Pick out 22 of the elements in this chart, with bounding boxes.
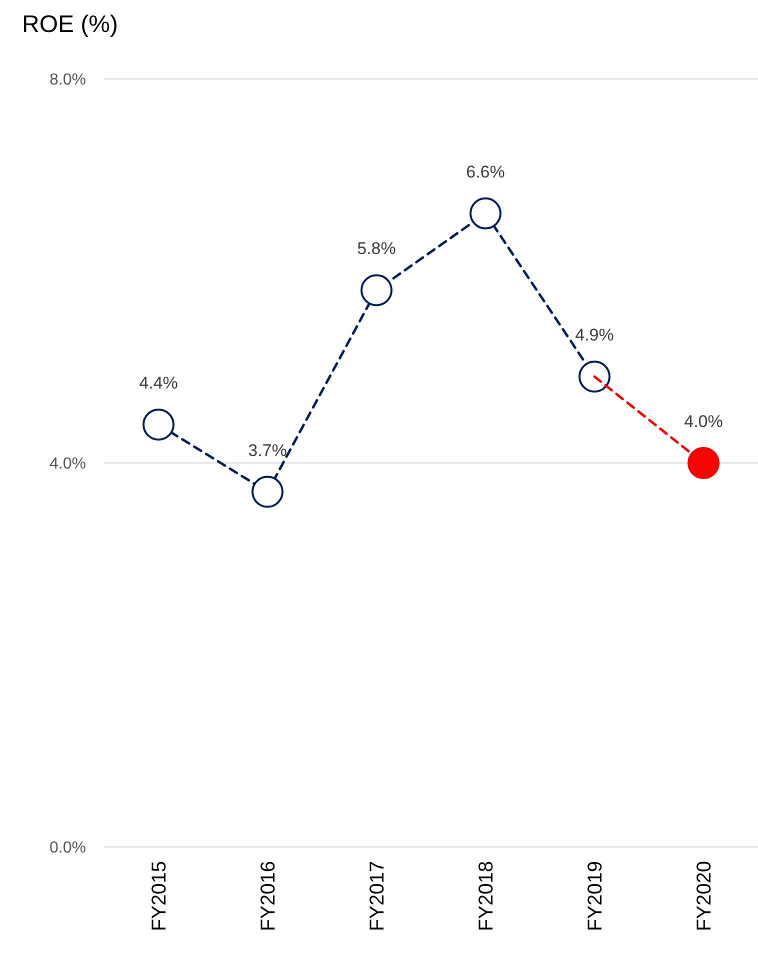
x-tick-label: FY2017 bbox=[366, 861, 388, 932]
x-tick-label: FY2019 bbox=[584, 861, 606, 932]
point bbox=[578, 360, 610, 393]
x-tick-label: FY2020 bbox=[694, 861, 716, 932]
y-tick-label: 8.0% bbox=[50, 72, 86, 89]
point bbox=[142, 408, 174, 441]
x-tick-label: FY2016 bbox=[258, 861, 280, 932]
data-label: 4.4% bbox=[139, 374, 178, 393]
y-tick-label: 4.0% bbox=[50, 456, 86, 473]
point bbox=[360, 274, 392, 306]
y-tick-label: 0.0% bbox=[50, 840, 86, 857]
point bbox=[470, 197, 502, 230]
data-label: 3.7% bbox=[248, 440, 287, 460]
data-label: 4.9% bbox=[575, 326, 614, 345]
y-axis-title: ROE (%) bbox=[22, 11, 118, 38]
x-tick-label: FY2018 bbox=[476, 861, 498, 932]
data-label: 4.0% bbox=[684, 412, 723, 431]
point bbox=[688, 447, 720, 479]
data-label: 5.8% bbox=[357, 239, 396, 258]
data-label: 6.6% bbox=[466, 162, 505, 182]
point bbox=[252, 476, 284, 508]
x-tick-label: FY2015 bbox=[148, 861, 170, 932]
